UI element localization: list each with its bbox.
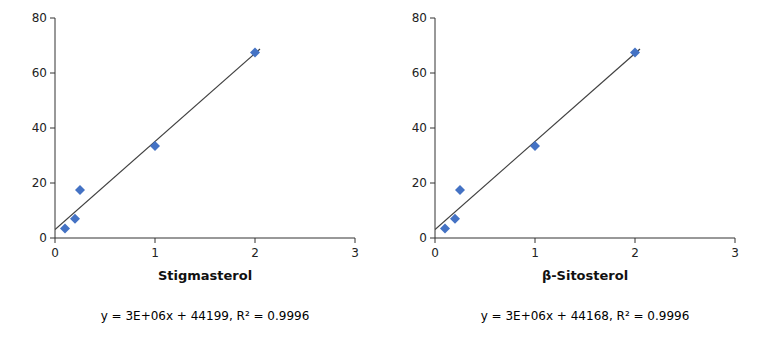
x-tick-label: 1	[151, 246, 159, 260]
x-axis-label: Stigmasterol	[158, 268, 252, 283]
x-tick-label: 2	[631, 246, 639, 260]
x-tick	[255, 238, 256, 243]
y-tick	[430, 238, 435, 239]
y-tick-label: 60	[32, 66, 47, 80]
x-tick-label: 2	[251, 246, 259, 260]
y-tick	[50, 73, 55, 74]
data-point	[150, 141, 160, 151]
x-tick	[355, 238, 356, 243]
data-point	[450, 214, 460, 224]
y-tick	[430, 18, 435, 19]
plot-area	[435, 47, 640, 233]
panel: 0 1 2 3 0 20 40 60 80 β-Sitosterol y = 3E+06x + 44…	[412, 11, 739, 323]
y-tick-label: 0	[39, 231, 47, 245]
y-tick-label: 20	[32, 176, 47, 190]
y-tick-label: 40	[412, 121, 427, 135]
data-point	[440, 223, 450, 233]
y-tick	[50, 18, 55, 19]
data-point	[530, 141, 540, 151]
equation: y = 3E+06x + 44199, R² = 0.9996	[101, 309, 310, 323]
data-point	[75, 185, 85, 195]
y-tick-label: 60	[412, 66, 427, 80]
y-tick	[430, 183, 435, 184]
y-tick-label: 20	[412, 176, 427, 190]
y-tick	[430, 73, 435, 74]
equation: y = 3E+06x + 44168, R² = 0.9996	[481, 309, 690, 323]
data-point	[250, 47, 260, 57]
x-tick	[635, 238, 636, 243]
x-tick-label: 1	[531, 246, 539, 260]
x-tick	[735, 238, 736, 243]
x-tick	[55, 238, 56, 243]
panel: 0 1 2 3 0 20 40 60 80 Stigmasterol y = 3E+06x + 44…	[32, 11, 359, 323]
plot-area	[55, 47, 260, 233]
x-axis-line	[55, 238, 355, 239]
x-axis-line	[435, 238, 735, 239]
data-point	[70, 214, 80, 224]
y-tick	[50, 183, 55, 184]
y-tick-label: 80	[32, 11, 47, 25]
y-tick	[430, 128, 435, 129]
fit-line	[435, 49, 640, 230]
y-tick	[50, 128, 55, 129]
data-point	[455, 185, 465, 195]
x-tick-label: 0	[431, 246, 439, 260]
x-tick-label: 0	[51, 246, 59, 260]
y-tick-label: 80	[412, 11, 427, 25]
y-tick	[50, 238, 55, 239]
fit-line	[55, 49, 260, 230]
x-axis-label: β-Sitosterol	[542, 268, 628, 283]
y-tick-label: 0	[419, 231, 427, 245]
data-point	[60, 223, 70, 233]
data-point	[630, 47, 640, 57]
x-tick	[435, 238, 436, 243]
x-tick	[155, 238, 156, 243]
x-tick	[535, 238, 536, 243]
x-tick-label: 3	[351, 246, 359, 260]
chart-canvas: 0123020406080Stigmasteroly = 3E+06x + 44…	[0, 0, 760, 349]
background	[0, 0, 760, 349]
x-tick-label: 3	[731, 246, 739, 260]
y-tick-label: 40	[32, 121, 47, 135]
